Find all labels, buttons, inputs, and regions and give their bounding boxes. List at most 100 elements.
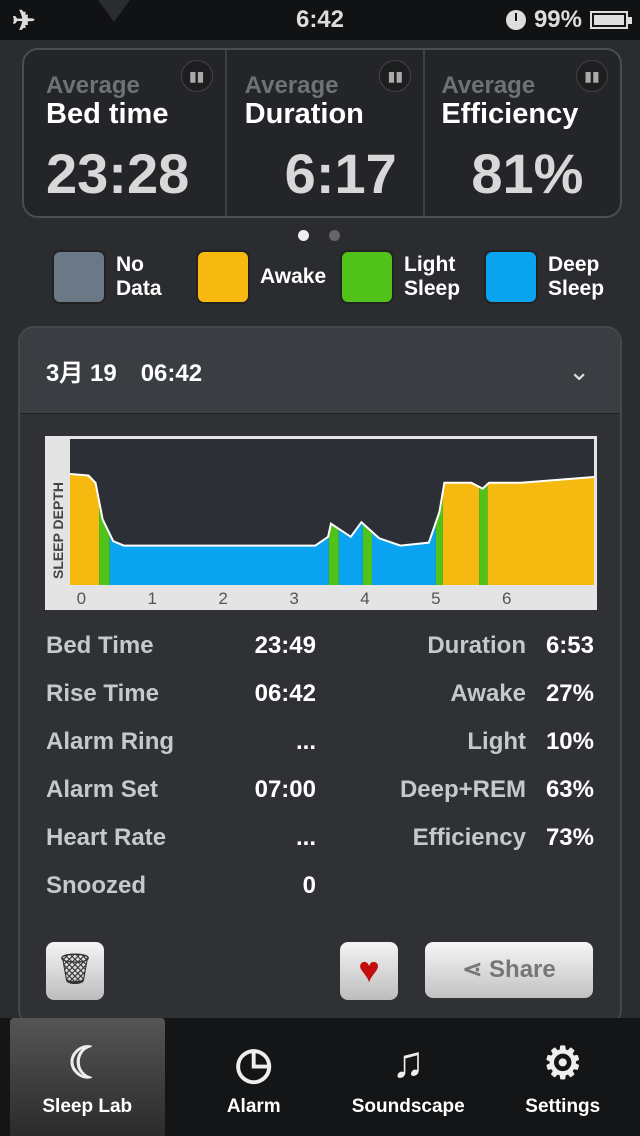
bar-chart-icon[interactable]: ▮▮ [576, 60, 609, 92]
detail-row: Alarm Set 07:00 Deep+REM 63% [46, 776, 606, 824]
y-axis-label: SLEEP DEPTH [50, 482, 66, 579]
sleep-depth-line [69, 473, 595, 547]
tab-sleep-lab[interactable]: ☾ Sleep Lab [10, 1018, 165, 1136]
share-label: Share [489, 956, 556, 983]
stat-label: Duration [244, 98, 364, 130]
detail-value: 23:49 [254, 632, 316, 659]
page-dot-2[interactable] [329, 230, 340, 241]
record-header[interactable]: 3月 19 06:42 [20, 328, 620, 414]
detail-row: Rise Time 06:42 Awake 27% [46, 680, 606, 728]
stat-value: 6:17 [284, 142, 397, 205]
status-time: 6:42 [295, 6, 345, 33]
detail-label: Duration [427, 632, 526, 659]
stat-duration: ▮▮ Average Duration 6:17 [227, 50, 426, 216]
detail-label: Bed Time [46, 632, 154, 659]
trash-icon: 🗑 [55, 953, 95, 986]
stat-value: 23:28 [46, 142, 190, 205]
detail-label: Snoozed [46, 872, 146, 899]
detail-value: ... [295, 728, 316, 755]
x-tick-label: 5 [431, 589, 440, 608]
detail-label: Awake [450, 680, 526, 707]
detail-value: 06:42 [254, 680, 316, 707]
pull-down-notch[interactable] [98, 0, 130, 22]
chevron-down-icon[interactable]: ⌄ [568, 356, 590, 386]
clock-icon: ◷ [234, 1039, 273, 1088]
delete-button[interactable]: 🗑 [46, 942, 104, 1000]
detail-value: 63% [545, 776, 594, 803]
page-indicator[interactable] [298, 230, 340, 241]
detail-row: Bed Time 23:49 Duration 6:53 [46, 632, 606, 680]
detail-value: 0 [302, 872, 316, 899]
stat-label: Efficiency [441, 98, 579, 130]
stage-segment-awake [487, 474, 594, 585]
detail-label: Rise Time [46, 680, 159, 707]
tab-soundscape[interactable]: ♫ Soundscape [331, 1018, 486, 1136]
detail-value: 6:53 [545, 632, 594, 659]
legend-light-sleep: Light Sleep [340, 250, 474, 304]
x-tick-label: 3 [289, 589, 298, 608]
sleep-record-card: 3月 19 06:42 ⌄ 0 1 2 3 4 5 6 SLEEP DEPTH Bed Tim… [18, 326, 622, 1026]
stage-segment-light-sleep [362, 474, 373, 585]
stat-caption: Average [244, 72, 339, 99]
stat-bed-time: ▮▮ Average Bed time 23:28 [24, 50, 227, 216]
legend-awake: Awake [196, 250, 326, 304]
sleep-chart-svg: 0 1 2 3 4 5 6 SLEEP DEPTH [45, 436, 597, 610]
detail-value: 73% [545, 824, 594, 851]
x-tick-label: 1 [148, 589, 157, 608]
legend-deep-sleep: Deep Sleep [484, 250, 618, 304]
moon-icon: ☾ [67, 1039, 107, 1088]
detail-label: Alarm Set [46, 776, 159, 803]
average-stats-panel[interactable]: ▮▮ Average Bed time 23:28 ▮▮ Average Dur… [22, 48, 622, 218]
tab-label: Sleep Lab [42, 1096, 133, 1117]
details-table: Bed Time 23:49 Duration 6:53 Rise Time 06:42 A… [46, 632, 606, 920]
detail-label: Light [467, 728, 526, 755]
legend: No Data Awake Light Sleep Deep Sleep [52, 250, 612, 310]
battery-icon [590, 11, 632, 29]
x-tick-label: 4 [360, 589, 369, 608]
music-note-icon: ♫ [391, 1038, 425, 1087]
stat-value: 81% [471, 142, 584, 205]
status-bar: ✈ 6:42 99% [0, 0, 640, 40]
detail-row: Snoozed 0 [46, 872, 606, 920]
tab-bar: ☾ Sleep Lab ◷ Alarm ♫ Soundscape ⚙ Settings [0, 1018, 640, 1136]
detail-value: 10% [545, 728, 594, 755]
detail-label: Deep+REM [399, 776, 526, 803]
stage-segment-awake [70, 474, 100, 585]
detail-value: 07:00 [254, 776, 316, 803]
share-icon: ⋖ [462, 956, 490, 983]
legend-no-data: No Data [52, 250, 176, 304]
stat-caption: Average [441, 72, 536, 99]
heart-icon: ♥ [358, 949, 380, 990]
detail-row: Heart Rate... Efficiency 73% [46, 824, 606, 872]
bar-chart-icon[interactable]: ▮▮ [379, 60, 412, 92]
tab-settings[interactable]: ⚙ Settings [486, 1018, 640, 1136]
bar-chart-icon[interactable]: ▮▮ [180, 60, 213, 92]
stage-segment-light-sleep [99, 474, 110, 585]
airplane-mode-icon: ✈ [12, 5, 36, 36]
stage-segment-light-sleep [479, 474, 488, 585]
tab-label: Soundscape [351, 1096, 465, 1117]
detail-label: Heart Rate [46, 824, 167, 851]
stage-segment-light-sleep [328, 474, 339, 585]
tab-label: Settings [525, 1096, 601, 1117]
stat-label: Bed time [46, 98, 169, 130]
detail-value: 27% [545, 680, 594, 707]
x-tick-label: 2 [218, 589, 227, 608]
stat-efficiency: ▮▮ Average Efficiency 81% [425, 50, 620, 216]
stat-caption: Average [46, 72, 140, 99]
favorite-button[interactable]: ♥ [340, 942, 398, 1000]
page-dot-1[interactable] [298, 230, 309, 241]
stage-segment-awake [442, 474, 480, 585]
record-date: 3月 19 06:42 [46, 360, 203, 387]
x-tick-label: 6 [502, 589, 511, 608]
sleep-depth-chart: 0 1 2 3 4 5 6 SLEEP DEPTH [45, 436, 597, 610]
battery-percent: 99% [533, 6, 582, 33]
x-tick-label: 0 [77, 589, 86, 608]
tab-alarm[interactable]: ◷ Alarm [177, 1018, 332, 1136]
detail-value: ... [295, 824, 316, 851]
detail-row: Alarm Ring... Light 10% [46, 728, 606, 776]
stage-segment-light-sleep [435, 474, 443, 585]
detail-label: Alarm Ring [46, 728, 175, 755]
share-button[interactable]: ⋖ Share [425, 942, 593, 998]
alarm-clock-icon [505, 10, 526, 30]
